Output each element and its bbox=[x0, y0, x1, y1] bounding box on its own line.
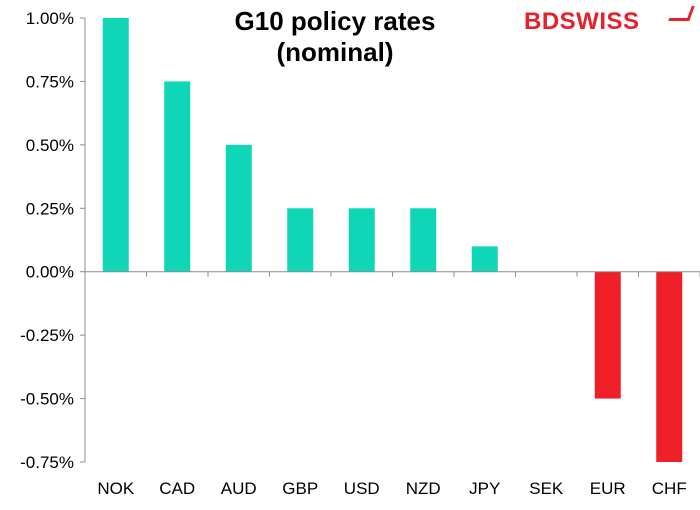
y-tick-label: 0.00% bbox=[26, 263, 74, 282]
bdswiss-logo: BDSWISS bbox=[524, 6, 695, 36]
x-tick-label: AUD bbox=[221, 479, 257, 498]
x-tick-label: NZD bbox=[406, 479, 441, 498]
bar-cad bbox=[164, 81, 191, 272]
bar-jpy bbox=[471, 246, 498, 272]
y-tick-label: -0.75% bbox=[20, 453, 74, 472]
x-tick-label: CHF bbox=[652, 479, 687, 498]
logo-part-bd: BD bbox=[524, 8, 560, 35]
bar-chf bbox=[656, 271, 683, 462]
y-tick-label: 0.25% bbox=[26, 199, 74, 218]
y-tick-label: 0.50% bbox=[26, 136, 74, 155]
logo-part-swiss: SWISS bbox=[559, 8, 640, 35]
y-tick-label: -0.50% bbox=[20, 390, 74, 409]
y-tick-label: 1.00% bbox=[26, 9, 74, 28]
chart-title: G10 policy rates (nominal) bbox=[200, 6, 470, 68]
chart-title-line-2: (nominal) bbox=[276, 37, 394, 67]
x-tick-label: SEK bbox=[529, 479, 564, 498]
bar-usd bbox=[348, 208, 375, 272]
bar-gbp bbox=[287, 208, 314, 272]
x-tick-label: NOK bbox=[97, 479, 135, 498]
x-tick-label: JPY bbox=[469, 479, 500, 498]
bar-nzd bbox=[410, 208, 437, 272]
x-tick-label: GBP bbox=[282, 479, 318, 498]
x-tick-label: USD bbox=[344, 479, 380, 498]
x-tick-label: CAD bbox=[159, 479, 195, 498]
x-tick-label: EUR bbox=[590, 479, 626, 498]
bar-nok bbox=[102, 18, 129, 272]
bar-eur bbox=[594, 271, 621, 399]
chart-title-line-1: G10 policy rates bbox=[234, 6, 436, 36]
y-tick-label: -0.25% bbox=[20, 326, 74, 345]
y-tick-label: 0.75% bbox=[26, 72, 74, 91]
bar-aud bbox=[225, 144, 252, 272]
